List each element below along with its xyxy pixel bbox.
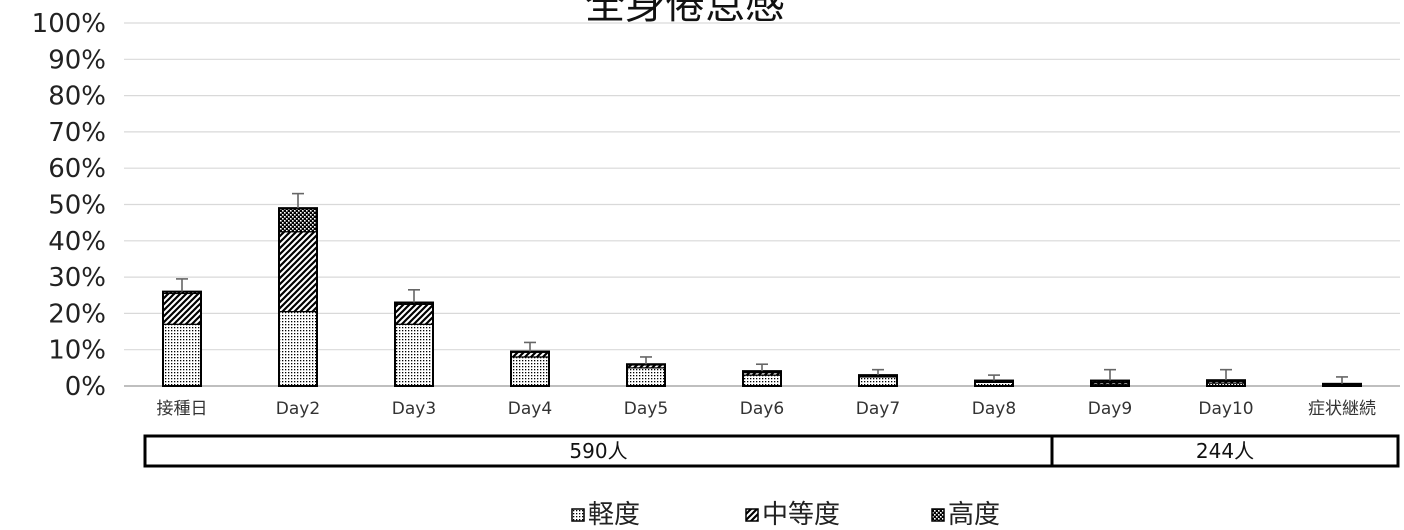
bar-segment xyxy=(394,323,434,387)
bar-segment xyxy=(626,367,666,387)
x-tick-label: Day7 xyxy=(856,399,900,419)
x-tick-label: Day6 xyxy=(740,399,784,419)
bar-segment xyxy=(394,303,434,325)
x-tick-label: Day10 xyxy=(1198,399,1253,419)
y-tick-label: 80% xyxy=(48,82,106,112)
y-tick-label: 50% xyxy=(48,191,106,221)
group-table-border xyxy=(143,434,1400,468)
x-tick-label: Day8 xyxy=(972,399,1016,419)
chart-title: 全身倦怠感 xyxy=(585,0,785,28)
group-label: 244人 xyxy=(1196,439,1254,463)
x-tick-label: Day5 xyxy=(624,399,668,419)
y-axis: 0% 10% 20% 30% 40% 50% 60% 70% 80% 90% 100% xyxy=(32,9,106,402)
legend-swatch xyxy=(745,508,759,522)
x-tick-label: Day2 xyxy=(276,399,320,419)
bar-segment xyxy=(510,351,550,358)
legend-label: 高度 xyxy=(948,500,1000,530)
bar-segment xyxy=(510,356,550,387)
y-tick-label: 20% xyxy=(48,299,106,329)
bar-segment xyxy=(278,310,318,387)
x-axis: 接種日 Day2 Day3 Day4 Day5 Day6 Day7 Day8 Day9 Day10… xyxy=(157,399,1377,419)
x-tick-label: 接種日 xyxy=(157,399,208,419)
y-tick-label: 10% xyxy=(48,336,106,366)
legend-label: 軽度 xyxy=(588,500,640,530)
legend-swatch xyxy=(931,508,945,522)
y-tick-label: 30% xyxy=(48,263,106,293)
bars xyxy=(162,192,1362,388)
group-table: 590人 244人 xyxy=(143,434,1400,468)
y-tick-label: 90% xyxy=(48,45,106,75)
x-tick-label: Day3 xyxy=(392,399,436,419)
y-tick-label: 0% xyxy=(65,372,106,402)
bar-segment xyxy=(858,376,898,387)
bar-segment xyxy=(162,323,202,387)
legend: 軽度 中等度 高度 xyxy=(571,500,1000,530)
legend-label: 中等度 xyxy=(762,500,840,530)
group-label: 590人 xyxy=(569,439,627,463)
bar-segment xyxy=(162,292,202,325)
x-tick-label: Day9 xyxy=(1088,399,1132,419)
x-tick-label: 症状継続 xyxy=(1308,399,1376,419)
x-tick-label: Day4 xyxy=(508,399,552,419)
legend-swatch xyxy=(571,508,585,522)
y-tick-label: 70% xyxy=(48,118,106,148)
y-tick-label: 60% xyxy=(48,154,106,184)
bar-segment xyxy=(278,207,318,233)
gridlines xyxy=(124,22,1400,387)
y-tick-label: 100% xyxy=(32,9,106,39)
y-tick-label: 40% xyxy=(48,227,106,257)
bar-segment xyxy=(742,374,782,387)
bar-segment xyxy=(278,231,318,313)
